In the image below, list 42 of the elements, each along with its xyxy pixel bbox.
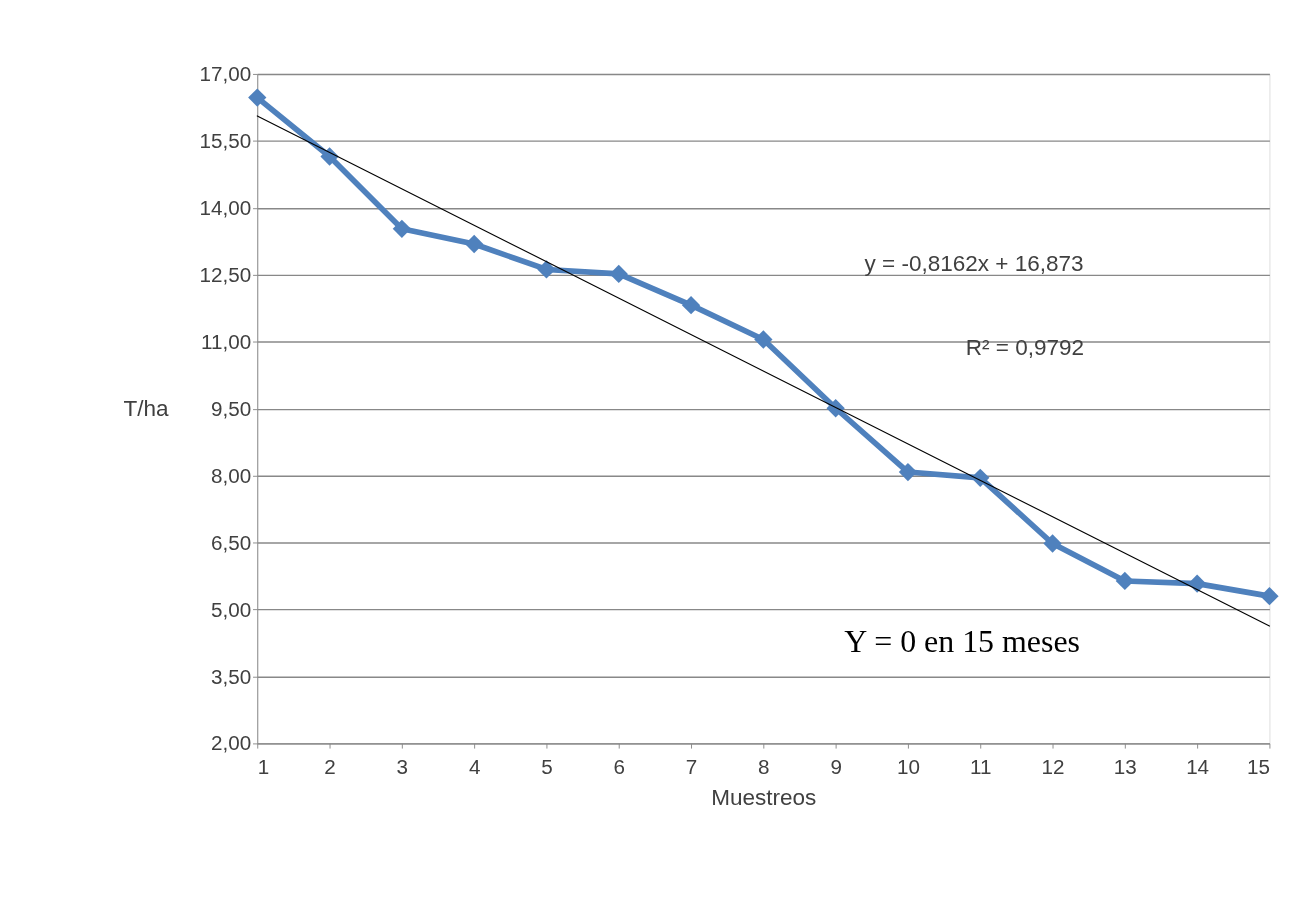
x-tick-label: 3 bbox=[396, 754, 409, 778]
x-tick-label: 13 bbox=[1113, 754, 1137, 778]
x-tick-label: 5 bbox=[541, 754, 553, 778]
x-tick-label: 15 bbox=[1246, 754, 1270, 778]
x-tick-label: 9 bbox=[830, 754, 842, 778]
point bbox=[1260, 586, 1279, 606]
point bbox=[754, 330, 773, 349]
x-tick-label: 4 bbox=[468, 754, 481, 778]
y-tick-label: 12,50 bbox=[199, 262, 252, 286]
y-tick-label: 14,00 bbox=[199, 195, 252, 219]
x-tick-label: 12 bbox=[1041, 754, 1065, 778]
annotation: y = -0,8162x + 16,873 bbox=[864, 251, 1084, 277]
point bbox=[1043, 534, 1062, 553]
x-tick-label: 7 bbox=[685, 754, 698, 778]
y-tick-label: 9,50 bbox=[210, 396, 252, 420]
point bbox=[392, 219, 412, 238]
x-tick-label: 2 bbox=[324, 754, 336, 778]
x-tick-label: 14 bbox=[1186, 754, 1210, 778]
x-tick-label: 1 bbox=[257, 754, 270, 778]
point bbox=[609, 264, 628, 284]
x-axis-title: Muestreos bbox=[711, 784, 817, 810]
x-tick-label: 11 bbox=[970, 754, 992, 778]
y-tick-label: 2,00 bbox=[210, 731, 252, 755]
point bbox=[1115, 571, 1134, 591]
annotation: R² = 0,9792 bbox=[965, 335, 1085, 361]
y-tick-label: 17,00 bbox=[199, 62, 252, 85]
point bbox=[898, 462, 918, 482]
point bbox=[537, 260, 556, 279]
point bbox=[248, 88, 267, 107]
y-tick-label: 5,00 bbox=[210, 597, 252, 621]
x-tick-label: 8 bbox=[758, 754, 770, 778]
annotation: Y = 0 en 15 meses bbox=[844, 624, 1081, 660]
y-tick-label: 3,50 bbox=[210, 664, 252, 688]
y-tick-label: 6,50 bbox=[210, 530, 252, 554]
point bbox=[681, 296, 701, 315]
x-tick-label: 10 bbox=[896, 754, 920, 778]
x-tick-label: 6 bbox=[613, 754, 625, 778]
y-tick-label: 11,00 bbox=[201, 329, 252, 353]
y-tick-label: 15,50 bbox=[199, 128, 252, 152]
point bbox=[465, 234, 484, 254]
y-axis-title: T/ha bbox=[123, 395, 170, 421]
y-tick-label: 8,00 bbox=[210, 463, 252, 487]
